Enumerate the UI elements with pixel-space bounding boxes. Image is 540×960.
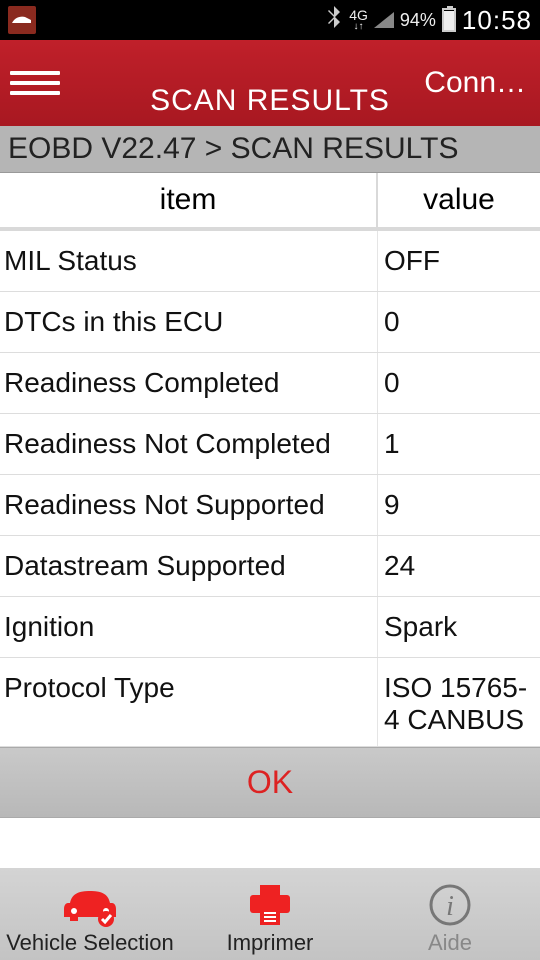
table-row: DTCs in this ECU0 xyxy=(0,292,540,353)
app-header: SCAN RESULTS Conn… xyxy=(0,40,540,126)
battery-percent: 94% xyxy=(400,10,436,31)
row-value: 9 xyxy=(378,475,540,535)
col-item: item xyxy=(0,173,378,227)
row-item: Readiness Not Supported xyxy=(0,475,378,535)
table-row: Datastream Supported24 xyxy=(0,536,540,597)
print-button[interactable]: Imprimer xyxy=(180,868,360,960)
table-body: MIL StatusOFFDTCs in this ECU0Readiness … xyxy=(0,231,540,747)
row-item: Protocol Type xyxy=(0,658,378,746)
table-row: Readiness Completed0 xyxy=(0,353,540,414)
clock: 10:58 xyxy=(462,5,532,36)
breadcrumb: EOBD V22.47 > SCAN RESULTS xyxy=(0,126,540,173)
ok-button[interactable]: OK xyxy=(0,747,540,818)
row-value: Spark xyxy=(378,597,540,657)
row-item: Ignition xyxy=(0,597,378,657)
table-header: item value xyxy=(0,173,540,231)
help-button[interactable]: i Aide xyxy=(360,868,540,960)
table-row: Protocol TypeISO 15765-4 CANBUS xyxy=(0,658,540,747)
table-row: IgnitionSpark xyxy=(0,597,540,658)
car-icon xyxy=(62,880,118,930)
row-item: Readiness Not Completed xyxy=(0,414,378,474)
help-label: Aide xyxy=(428,930,472,956)
table-row: Readiness Not Completed1 xyxy=(0,414,540,475)
info-icon: i xyxy=(428,880,472,930)
print-label: Imprimer xyxy=(227,930,314,956)
row-item: MIL Status xyxy=(0,231,378,291)
app-icon xyxy=(8,6,36,34)
row-item: Readiness Completed xyxy=(0,353,378,413)
row-value: 0 xyxy=(378,353,540,413)
table-row: Readiness Not Supported9 xyxy=(0,475,540,536)
row-value: 0 xyxy=(378,292,540,352)
bluetooth-icon xyxy=(327,5,343,35)
row-value: ISO 15765-4 CANBUS xyxy=(378,658,540,746)
row-value: 1 xyxy=(378,414,540,474)
row-item: Datastream Supported xyxy=(0,536,378,596)
bottom-bar: Vehicle Selection Imprimer i Aide xyxy=(0,868,540,960)
vehicle-selection-button[interactable]: Vehicle Selection xyxy=(0,868,180,960)
connection-status[interactable]: Conn… xyxy=(424,66,526,100)
status-bar: 4G↓↑ 94% 10:58 xyxy=(0,0,540,40)
table-row: MIL StatusOFF xyxy=(0,231,540,292)
printer-icon xyxy=(246,880,294,930)
signal-icon xyxy=(374,12,394,28)
battery-icon xyxy=(442,8,456,32)
row-item: DTCs in this ECU xyxy=(0,292,378,352)
row-value: OFF xyxy=(378,231,540,291)
network-label: 4G↓↑ xyxy=(349,8,368,32)
svg-text:i: i xyxy=(446,891,454,922)
col-value: value xyxy=(378,173,540,227)
row-value: 24 xyxy=(378,536,540,596)
vehicle-selection-label: Vehicle Selection xyxy=(6,930,174,956)
